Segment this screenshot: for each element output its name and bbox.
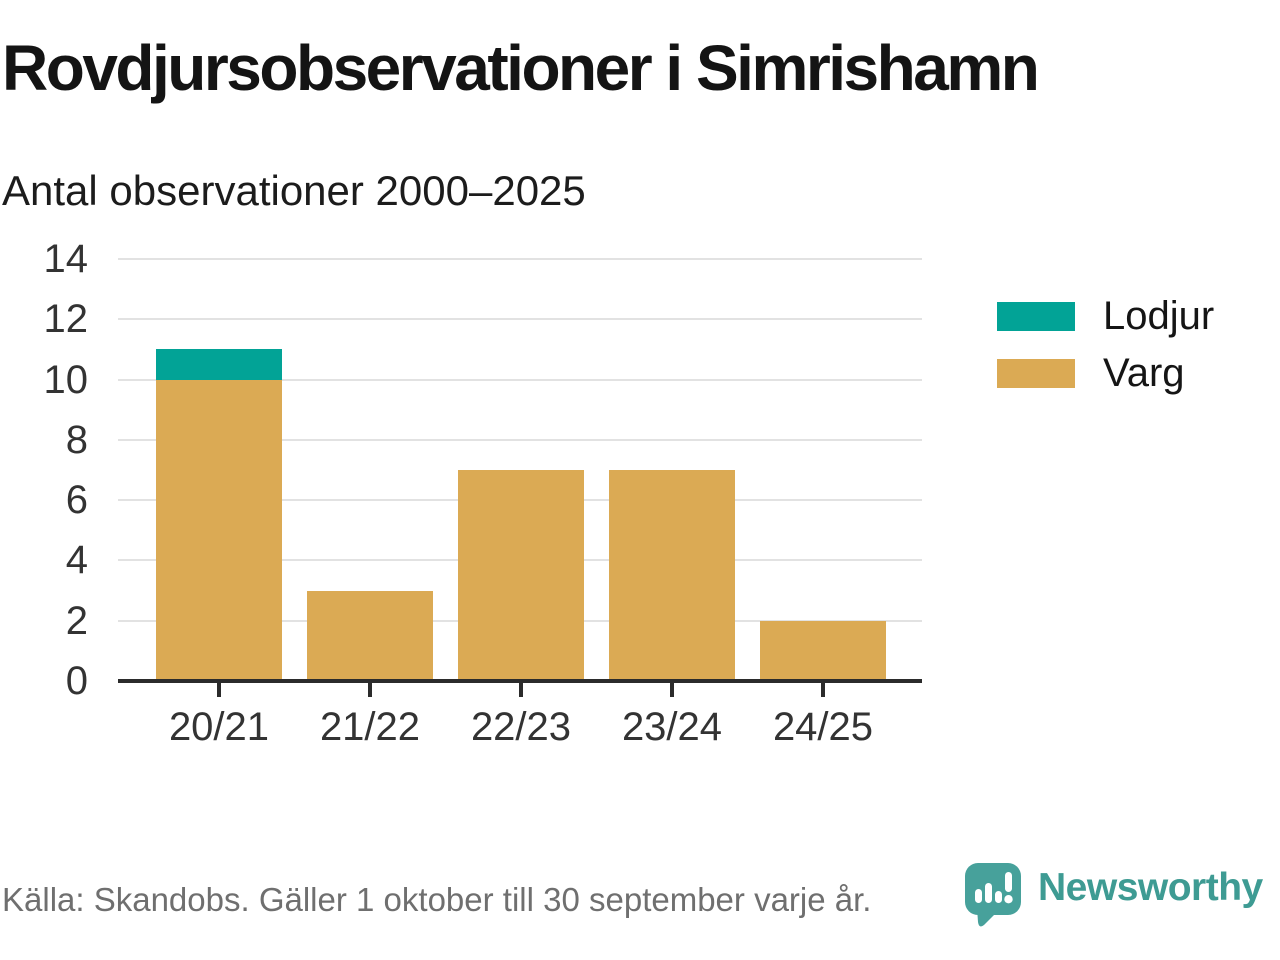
legend-label: Lodjur [1103, 294, 1215, 338]
bar-segment-lodjur [156, 349, 282, 380]
x-axis-baseline [118, 679, 922, 683]
bar-segment-varg [307, 590, 433, 681]
chart-title: Rovdjursobservationer i Simrishamn [2, 32, 1040, 104]
x-axis-tick [368, 683, 372, 697]
legend-swatch [997, 358, 1075, 388]
x-axis-label: 24/25 [772, 705, 874, 749]
bar-segment-varg [760, 620, 886, 681]
gridline [118, 438, 922, 441]
gridline [118, 378, 922, 381]
y-axis-label: 4 [65, 538, 88, 583]
y-axis-label: 12 [43, 297, 89, 342]
legend: Lodjur Varg [997, 294, 1214, 408]
x-axis-label: 22/23 [470, 705, 572, 749]
legend-item: Varg [997, 351, 1214, 395]
x-axis-label: 20/21 [168, 705, 270, 749]
legend-item: Lodjur [997, 294, 1214, 338]
legend-label: Varg [1103, 351, 1185, 395]
x-axis-tick [217, 683, 221, 697]
y-axis-label: 0 [65, 659, 88, 703]
x-axis-tick [519, 683, 523, 697]
x-axis-tick [670, 683, 674, 697]
legend-swatch [997, 301, 1075, 331]
y-axis-label: 8 [65, 417, 88, 462]
plot-area: 20/21 21/22 22/23 23/24 24/25 [118, 258, 922, 749]
source-note: Källa: Skandobs. Gäller 1 oktober till 3… [2, 881, 872, 918]
newsworthy-icon [965, 863, 1021, 927]
y-axis-label: 6 [65, 478, 88, 523]
y-axis-labels: 0 2 4 6 8 10 12 14 [0, 238, 89, 702]
x-axis-label: 23/24 [621, 705, 723, 749]
gridline [118, 318, 922, 321]
gridline [118, 258, 922, 260]
bar-segment-varg [609, 470, 735, 681]
bar-segment-varg [458, 470, 584, 681]
x-axis-label: 21/22 [319, 705, 421, 749]
y-axis-label: 2 [65, 598, 88, 643]
chart-subtitle: Antal observationer 2000–2025 [2, 167, 586, 214]
bar-segment-varg [156, 379, 282, 681]
y-axis-label: 14 [43, 237, 89, 281]
newsworthy-logo: Newsworthy [964, 862, 1263, 928]
x-axis-tick [821, 683, 825, 697]
y-axis-label: 10 [43, 357, 89, 402]
newsworthy-wordmark: Newsworthy [1038, 866, 1263, 909]
